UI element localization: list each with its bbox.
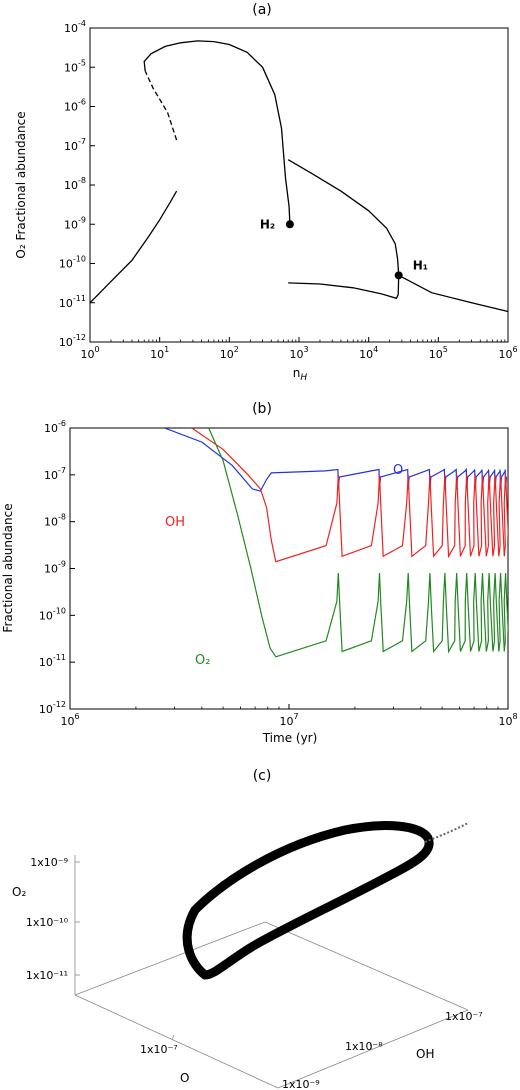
x-axis-label: O [180,1071,189,1085]
legend-label-oh: OH [165,515,185,530]
y-tick-label: 10-9 [44,560,66,576]
panel-a-curves [89,40,509,313]
y-tick-label: 10-8 [64,176,86,192]
z-axis-label: O₂ [12,885,26,899]
panel-c-label: (c) [253,768,272,784]
y-tick-label: 1x10⁻⁷ [445,1010,483,1023]
y-tick-label: 1x10⁻⁹ [282,1078,320,1090]
bifurcation-label: H₂ [260,217,275,231]
y-tick-label: 10-6 [64,98,86,114]
panel-a-curve-3 [287,159,509,313]
y-tick-label: 10-10 [39,606,66,622]
panel-b-label: (b) [252,401,272,417]
bifurcation-label: H₁ [413,258,428,272]
x-tick-label: 106 [498,345,517,361]
panel-a-xlabel: nH [293,366,308,383]
back-axis-1 [74,921,266,996]
series-line-2 [208,428,508,658]
series-line-1 [191,428,508,563]
panel-a-ticks: 100 101 102 103 104 105 106 10-12 10-11 10-10 10-9… [59,19,518,361]
panel-a-curve-2 [143,40,291,225]
panel-b-curves [164,428,508,658]
z-tick-label: 1x10⁻¹⁰ [26,916,69,929]
y-tick-label: 1x10⁻⁸ [345,1040,383,1053]
bifurcation-point [394,271,403,280]
y-tick-label: 10-11 [39,653,66,669]
panel-c: (c) 1x10⁻⁹ 1x10⁻¹⁰ 1x10⁻¹¹ 1x10⁻⁷ 1x10⁻⁹… [12,768,483,1090]
back-axis-2 [264,921,469,1011]
y-axis-label: OH [416,1047,434,1061]
y-tick-label: 10-6 [44,419,66,435]
x-tick-label: 101 [150,345,169,361]
y-tick-label: 10-12 [59,333,86,349]
x-tick-label: 100 [80,345,99,361]
panel-b-xlabel: Time (yr) [262,731,318,745]
x-tick [171,1034,175,1041]
limit-cycle-trajectory [182,821,434,980]
panel-b: (b) 106 107 108 10-12 10-11 10-10 10-9 10-8 10-7… [1,401,518,745]
legend-label-o: O [393,463,403,478]
y-axis [277,1009,469,1089]
x-tick-label: 1x10⁻⁷ [140,1043,178,1056]
panel-a-frame [89,27,509,343]
x-tick-label: 102 [220,345,239,361]
y-tick-label: 10-7 [64,137,86,153]
panel-b-ticks: 106 107 108 10-12 10-11 10-10 10-9 10-8 10-7 10-6 [39,419,518,728]
x-tick-label: 104 [359,345,378,361]
y-tick-label: 10-9 [64,215,86,231]
x-tick-label: 105 [429,345,448,361]
transient-trajectory [424,822,469,843]
y-tick-label: 10-4 [64,19,86,35]
bifurcation-point [285,220,294,229]
panel-b-ylabel: Fractional abundance [1,503,15,632]
panel-a-curve-4 [288,275,400,300]
z-tick-label: 1x10⁻¹¹ [26,969,68,982]
y-tick-label: 10-8 [44,513,66,529]
panel-a-curve-1 [144,70,178,141]
x-tick-label: 106 [60,712,79,728]
panel-a: (a) 100 101 102 103 104 105 106 10-12 10-11 10-10… [14,2,518,383]
y-tick-label: 10-11 [59,294,86,310]
series-line-0 [164,428,508,492]
panel-a-markers: H₂ H₁ [260,217,428,280]
y-tick-label: 10-5 [64,58,86,74]
y-tick-label: 10-12 [39,700,66,716]
panel-a-ylabel: O₂ Fractional abundance [14,111,28,258]
z-tick-label: 1x10⁻⁹ [30,856,68,869]
y-tick [369,1043,373,1050]
x-tick-label: 103 [289,345,308,361]
y-tick-label: 10-10 [59,255,86,271]
panel-a-curve-0 [89,190,178,304]
x-axis [74,994,279,1089]
x-tick-label: 107 [279,712,298,728]
panel-a-label: (a) [252,2,272,18]
y-tick-label: 10-7 [44,466,66,482]
x-tick-label: 108 [498,712,517,728]
legend-label-o2: O₂ [195,653,210,668]
